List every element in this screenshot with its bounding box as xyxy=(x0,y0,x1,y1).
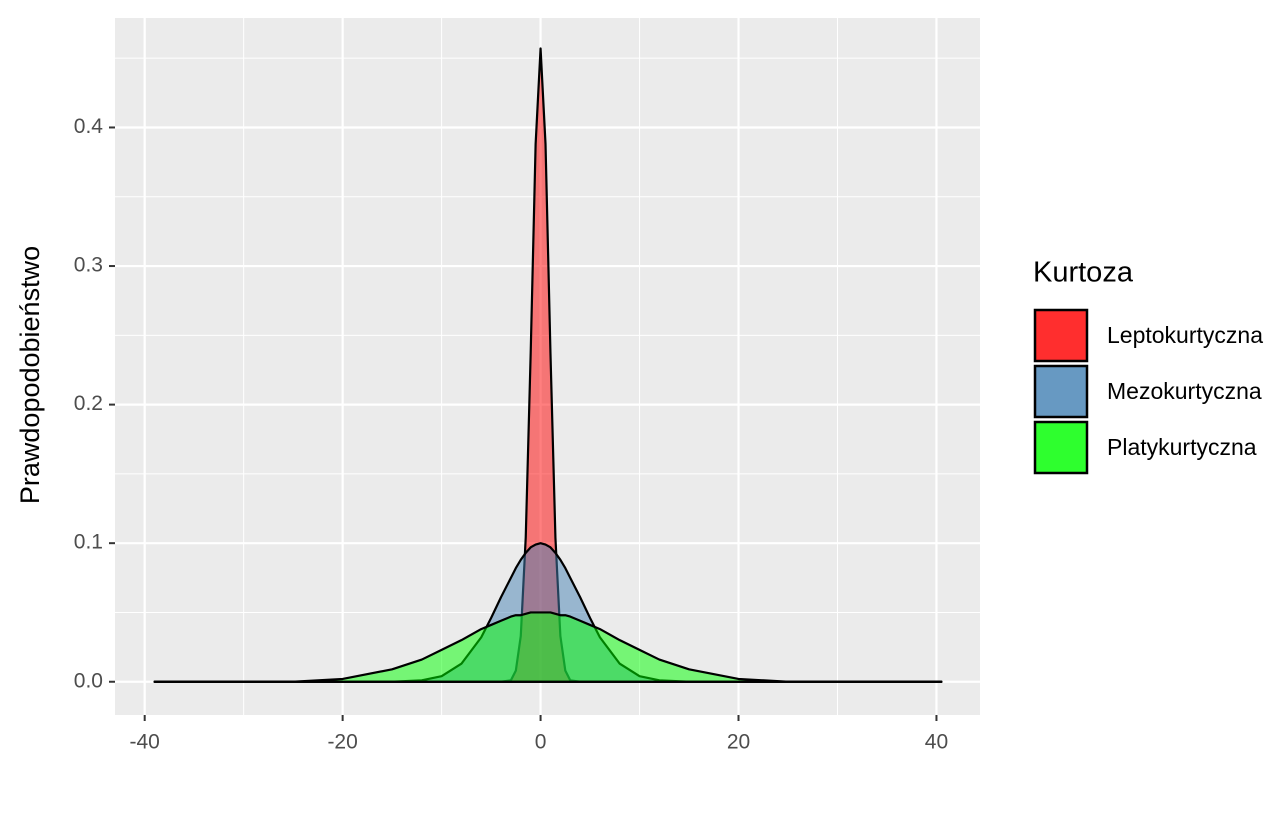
legend-label: Leptokurtyczna xyxy=(1107,322,1263,348)
x-tick-label: 40 xyxy=(925,731,948,754)
legend: Leptokurtyczna Mezokurtyczna Platykurtyczn… xyxy=(1033,308,1263,475)
legend-key xyxy=(1033,364,1089,419)
y-axis-title: Prawdopodobieństwo xyxy=(15,246,45,504)
plot-area xyxy=(153,47,943,683)
x-tick-label: -20 xyxy=(327,731,357,754)
x-tick-label: 0 xyxy=(535,731,547,754)
y-tick-label: 0.2 xyxy=(74,392,103,415)
legend-key xyxy=(1033,308,1089,363)
axes: -40 -20 0 20 40 0.0 0.1 0.2 0.3 0.4 xyxy=(74,115,948,754)
legend-label: Mezokurtyczna xyxy=(1107,378,1262,404)
y-tick-label: 0.3 xyxy=(74,254,103,277)
y-tick-label: 0.4 xyxy=(74,115,104,138)
legend-key xyxy=(1033,420,1089,475)
x-tick-label: -40 xyxy=(130,731,160,754)
x-tick-label: 20 xyxy=(727,731,750,754)
density-area xyxy=(153,611,943,683)
y-tick-label: 0.1 xyxy=(74,531,103,554)
legend-title: Kurtoza xyxy=(1033,257,1134,289)
legend-label: Platykurtyczna xyxy=(1107,434,1257,460)
y-tick-label: 0.0 xyxy=(74,669,103,692)
